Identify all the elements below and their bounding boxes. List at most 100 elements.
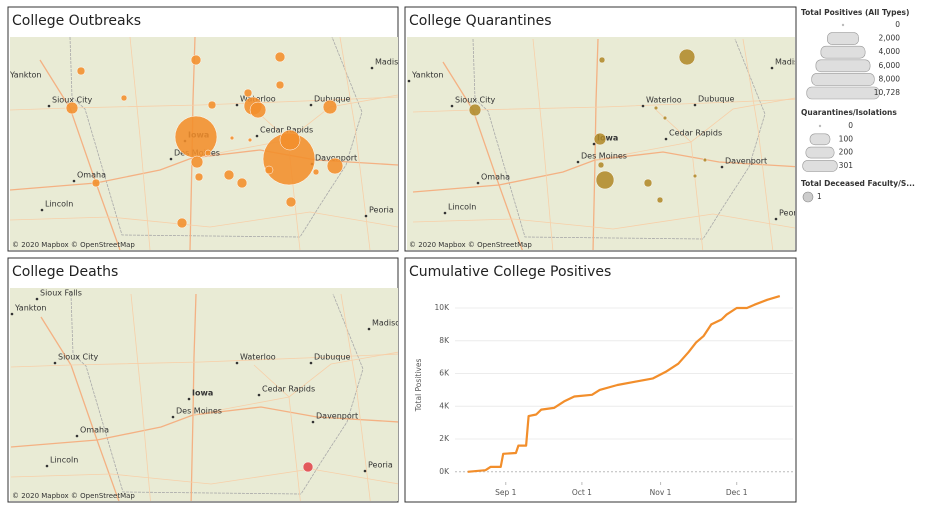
bubble [223, 169, 235, 181]
city-dot [364, 214, 368, 218]
legend-label: 200 [839, 148, 854, 157]
city-dot [664, 137, 668, 141]
legend-size [811, 73, 875, 86]
bubble [279, 129, 301, 151]
bubble [692, 173, 698, 179]
city-label: Waterloo [646, 96, 682, 105]
city-label: Yankton [14, 304, 47, 313]
y-tick-label: 4K [439, 401, 450, 410]
city-dot [450, 104, 454, 108]
bubble [326, 157, 344, 175]
map-layer: Yankton Sioux City Omaha Lincoln Des Moines I… [407, 48, 804, 221]
legend-size [805, 146, 835, 159]
bubble [229, 135, 235, 141]
y-axis-label: Total Positives [414, 359, 423, 413]
city-label: Cedar Rapids [262, 385, 315, 394]
city-dot [47, 104, 51, 108]
legend-label: 8,000 [879, 74, 901, 83]
legend-size [820, 45, 866, 59]
x-tick-label: Dec 1 [726, 488, 748, 497]
panel-title: College Deaths [12, 264, 118, 280]
bubble [322, 99, 338, 115]
bubble [194, 172, 204, 182]
legend-size [802, 160, 838, 172]
legend-label: 4,000 [879, 47, 901, 56]
city-dot [169, 157, 173, 161]
panel-border [404, 257, 797, 503]
city-label: Des Moines [581, 152, 627, 161]
city-dot [171, 415, 175, 419]
city-dot [641, 104, 645, 108]
legend-size [818, 124, 822, 128]
x-tick-label: Oct 1 [572, 488, 592, 497]
city-label: Cedar Rapids [260, 126, 313, 135]
legend-title: Quarantines/Isolations [801, 108, 897, 117]
city-dot [235, 361, 239, 365]
city-label: Sioux City [58, 353, 98, 362]
legend-size [809, 133, 831, 146]
city-dot [255, 134, 259, 138]
city-label: Peoria [779, 209, 804, 218]
city-dot [720, 165, 724, 169]
bubble [249, 101, 267, 119]
city-dot [40, 208, 44, 212]
y-tick-label: 0K [439, 467, 450, 476]
legend-label: 1 [817, 192, 822, 201]
bubble [274, 51, 286, 63]
city-dot [45, 464, 49, 468]
bubble [207, 100, 217, 110]
bubble [595, 170, 615, 190]
city-dot [370, 66, 374, 70]
city-label: Dubuque [314, 353, 351, 362]
bubble [91, 178, 101, 188]
bubble [190, 54, 202, 66]
city-dot [770, 66, 774, 70]
bubble [243, 88, 253, 98]
legend-size [827, 32, 859, 45]
bubble [468, 103, 482, 117]
city-label: Waterloo [240, 353, 276, 362]
city-label: Peoria [368, 461, 393, 470]
city-dot [10, 312, 14, 316]
city-dot [693, 103, 697, 107]
city-dot [311, 420, 315, 424]
bubble [120, 94, 128, 102]
city-label: Madiso [775, 58, 803, 67]
city-dot [35, 297, 39, 301]
x-tick-label: Nov 1 [650, 488, 672, 497]
city-dot [363, 469, 367, 473]
city-dot [187, 397, 191, 401]
city-label: Dubuque [314, 95, 351, 104]
attribution: © 2020 Mapbox © OpenStreetMap [409, 241, 532, 249]
city-label: Davenport [316, 412, 358, 421]
bubble [597, 161, 605, 169]
bubble [662, 115, 668, 121]
city-label: Omaha [481, 173, 510, 182]
x-tick-label: Sep 1 [495, 488, 517, 497]
city-label: Sioux City [52, 96, 92, 105]
bubble [598, 56, 606, 64]
y-tick-label: 2K [439, 434, 450, 443]
city-label: Cedar Rapids [669, 129, 722, 138]
bubble [236, 177, 248, 189]
bubble [656, 196, 664, 204]
bubble [275, 80, 285, 90]
city-label: Des Moines [176, 407, 222, 416]
legend-title: Total Positives (All Types) [801, 8, 909, 17]
legend-label: 301 [839, 161, 854, 170]
city-dot [476, 181, 480, 185]
panel-title: College Quarantines [409, 13, 552, 29]
city-label: Dubuque [698, 95, 735, 104]
legend-label: 0 [848, 121, 853, 130]
bubble [76, 66, 86, 76]
map [10, 288, 398, 501]
city-label: Omaha [80, 426, 109, 435]
bubble [678, 48, 696, 66]
bubble [302, 461, 314, 473]
city-label: Lincoln [45, 200, 73, 209]
city-label: Madiso [375, 58, 403, 67]
bubble [312, 168, 320, 176]
bubble [653, 105, 659, 111]
line [467, 295, 781, 473]
legend-size [841, 23, 845, 27]
